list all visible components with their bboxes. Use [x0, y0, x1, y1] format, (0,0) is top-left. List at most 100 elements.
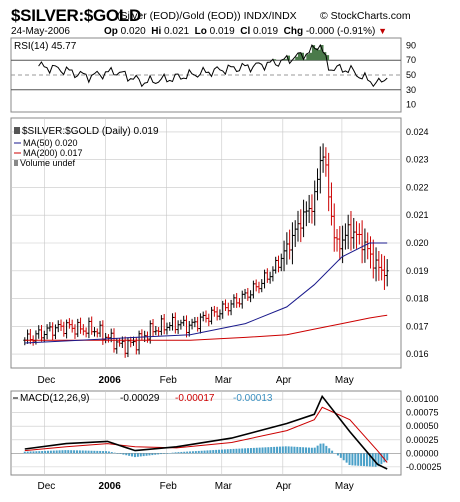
ma200-legend: MA(200) 0.017: [23, 148, 83, 158]
histogram-bar: [26, 451, 29, 454]
quote-cl-value: 0.019: [253, 26, 279, 37]
histogram-bar: [276, 446, 279, 454]
histogram-bar: [122, 453, 125, 455]
price-x-tick-label: Mar: [215, 375, 233, 386]
histogram-bar: [200, 450, 203, 454]
histogram-bar: [177, 452, 180, 454]
histogram-bar: [78, 450, 81, 454]
price-tick-label: 0.016: [406, 349, 429, 359]
histogram-bar: [41, 451, 44, 454]
histogram-bar: [186, 451, 189, 454]
histogram-bar: [44, 450, 47, 454]
histogram-bar: [55, 450, 58, 454]
histogram-bar: [32, 451, 35, 454]
histogram-bar: [142, 453, 145, 457]
macd-x-tick-label: Apr: [276, 481, 292, 492]
histogram-bar: [81, 450, 84, 454]
histogram-bar: [305, 447, 308, 454]
histogram-bar: [377, 453, 380, 467]
chart-title: $SILVER:$GOLD: [11, 6, 141, 25]
histogram-bar: [241, 448, 244, 454]
histogram-bar: [218, 449, 221, 454]
quote-line: Op 0.020 Hi 0.021 Lo 0.019 Cl 0.019 Chg …: [104, 26, 387, 37]
histogram-legend-value: -0.00013: [233, 393, 273, 404]
macd-panel: 0.00100 0.00075 0.00050 0.00025 0.00000 -0.00…: [10, 390, 442, 476]
histogram-bar: [232, 448, 235, 454]
histogram-bar: [38, 451, 41, 454]
price-tick-label: 0.019: [406, 266, 429, 276]
histogram-bar: [102, 451, 105, 454]
histogram-bar: [93, 450, 96, 454]
quote-lo-value: 0.019: [209, 26, 235, 37]
price-x-tick-label: Dec: [37, 375, 55, 386]
price-legend: $SILVER:$GOLD (Daily) 0.019 MA(50) 0.020…: [14, 126, 159, 168]
histogram-bar: [336, 453, 339, 456]
quote-cl-label: Cl: [240, 26, 251, 37]
histogram-bar: [293, 446, 296, 454]
histogram-bar: [223, 449, 226, 454]
histogram-bar: [386, 453, 389, 461]
histogram-bar: [267, 447, 270, 454]
macd-y-ticks: 0.00100 0.00075 0.00050 0.00025 0.00000 -0.00…: [406, 394, 442, 472]
histogram-bar: [139, 453, 142, 457]
macd-x-tick-label: Mar: [215, 481, 233, 492]
histogram-bar: [87, 450, 90, 454]
histogram-bar: [194, 451, 197, 454]
macd-tick-label: 0.00100: [406, 394, 439, 404]
histogram-bar: [365, 453, 368, 467]
histogram-bar: [29, 451, 32, 454]
rsi-tick-label: 90: [406, 40, 416, 50]
histogram-bar: [162, 453, 165, 454]
quote-lo-label: Lo: [194, 26, 207, 37]
quote-chg-label: Chg: [283, 26, 304, 37]
histogram-bar: [145, 453, 148, 456]
macd-x-ticks: Dec 2006 Feb Mar Apr May: [37, 481, 353, 492]
price-x-tick-label: Apr: [276, 375, 292, 386]
brand-label: © StockCharts.com: [320, 10, 411, 22]
price-x-tick-label: May: [335, 375, 354, 386]
price-tick-label: 0.017: [406, 321, 429, 331]
histogram-bar: [302, 447, 305, 454]
histogram-bar: [160, 453, 163, 455]
histogram-bar: [238, 448, 241, 454]
quote-op-label: Op: [104, 26, 118, 37]
histogram-bar: [133, 453, 136, 458]
histogram-bar: [84, 450, 87, 454]
histogram-bar: [73, 450, 76, 454]
histogram-bar: [70, 450, 73, 454]
histogram-bar: [299, 447, 302, 454]
histogram-bar: [58, 450, 61, 454]
histogram-bar: [168, 453, 171, 454]
macd-x-tick-label: 2006: [99, 481, 122, 492]
histogram-bar: [96, 450, 99, 454]
histogram-bar: [255, 447, 258, 454]
histogram-bar: [99, 450, 102, 454]
histogram-bar: [244, 448, 247, 454]
histogram-bar: [264, 447, 267, 454]
histogram-bar: [281, 446, 284, 454]
price-tick-label: 0.020: [406, 238, 429, 248]
rsi-tick-label: 10: [406, 100, 416, 110]
histogram-bar: [136, 453, 139, 457]
histogram-bar: [212, 450, 215, 454]
histogram-bar: [49, 450, 52, 454]
macd-x-tick-label: Feb: [160, 481, 178, 492]
price-x-tick-label: 2006: [99, 375, 122, 386]
histogram-bar: [273, 446, 276, 454]
rsi-line: [38, 43, 388, 88]
macd-legend: MACD(12,26,9) -0.00029 -0.00017 -0.00013: [13, 393, 273, 404]
histogram-bar: [183, 451, 186, 454]
rsi-y-ticks: 10 30 50 70 90: [11, 40, 416, 110]
macd-grid: [11, 391, 401, 475]
histogram-bar: [52, 450, 55, 454]
histogram-bar: [261, 447, 264, 454]
signal-legend-value: -0.00017: [175, 393, 215, 404]
histogram-bar: [116, 453, 119, 454]
price-tick-label: 0.024: [406, 127, 429, 137]
price-tick-label: 0.021: [406, 210, 429, 220]
histogram-bar: [351, 453, 354, 466]
price-x-tick-label: Feb: [160, 375, 178, 386]
macd-tick-label: -0.00025: [406, 462, 442, 472]
histogram-bar: [128, 453, 131, 456]
macd-legend-label: MACD(12,26,9): [20, 393, 89, 404]
